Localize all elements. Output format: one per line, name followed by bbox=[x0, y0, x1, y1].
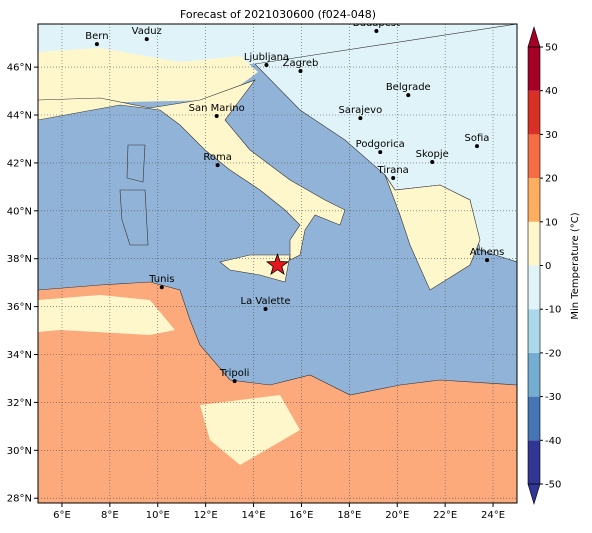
colorbar-bin bbox=[528, 309, 540, 353]
colorbar-bin bbox=[528, 134, 540, 179]
colorbar-extend-bottom bbox=[527, 483, 541, 506]
y-tick-label: 34°N bbox=[7, 350, 32, 361]
city-label: Tirana bbox=[377, 165, 409, 176]
colorbar: -50 -40 -30 -20 -10 0 10 20 30 40 50 bbox=[527, 25, 561, 506]
colorbar-extend-top bbox=[527, 25, 541, 48]
city-dot bbox=[263, 307, 268, 312]
city-label: Bern bbox=[85, 31, 108, 42]
colorbar-tick-label: 30 bbox=[545, 130, 558, 141]
tunisia-band bbox=[38, 295, 175, 335]
colorbar-label: Min Temperature (°C) bbox=[570, 212, 581, 319]
colorbar-bin bbox=[528, 90, 540, 135]
sardinia bbox=[119, 189, 149, 246]
city-dot bbox=[264, 62, 269, 67]
colorbar-tick-label: -40 bbox=[545, 436, 561, 447]
libya-patch bbox=[200, 395, 300, 465]
x-tick-label: 18°E bbox=[337, 510, 361, 521]
colorbar-bin bbox=[528, 178, 540, 222]
colorbar-tick-label: 20 bbox=[545, 174, 558, 185]
city-label: Sarajevo bbox=[339, 105, 383, 116]
x-tick-label: 8°E bbox=[101, 510, 119, 521]
y-tick-label: 30°N bbox=[7, 446, 32, 457]
city-label: La Valette bbox=[241, 296, 291, 307]
map-title: Forecast of 2021030600 (f024-048) bbox=[180, 8, 376, 21]
city-label: Athens bbox=[470, 247, 505, 258]
city-dot bbox=[94, 42, 99, 47]
x-tick-label: 6°E bbox=[53, 510, 71, 521]
y-tick-label: 40°N bbox=[7, 206, 32, 217]
axis-ticks: 6°E 8°E 10°E 12°E 14°E 16°E 18°E 20°E 22°E 24°E 28… bbox=[7, 63, 505, 521]
city-label: Belgrade bbox=[386, 82, 431, 93]
colorbar-bin bbox=[528, 221, 540, 266]
y-tick-label: 28°N bbox=[7, 494, 32, 505]
city-dot bbox=[215, 163, 220, 168]
city-label: Skopje bbox=[416, 149, 449, 160]
city-dot bbox=[144, 37, 149, 42]
colorbar-tick-label: 10 bbox=[545, 217, 558, 228]
x-tick-label: 20°E bbox=[385, 510, 409, 521]
x-tick-label: 12°E bbox=[194, 510, 218, 521]
city-dot bbox=[378, 150, 383, 155]
x-tick-label: 22°E bbox=[433, 510, 457, 521]
y-tick-label: 46°N bbox=[7, 63, 32, 74]
city-label: San Marino bbox=[189, 103, 245, 114]
colorbar-tick-label: -30 bbox=[545, 392, 561, 403]
city-label: Roma bbox=[203, 152, 232, 163]
colorbar-bin bbox=[528, 352, 540, 397]
alps-band bbox=[38, 48, 258, 104]
graticule bbox=[38, 24, 517, 503]
city-label: Ljubljana bbox=[244, 52, 289, 63]
city-dot bbox=[475, 144, 480, 149]
city-label: Tunis bbox=[148, 274, 174, 285]
city-dot bbox=[298, 68, 303, 73]
y-tick-label: 36°N bbox=[7, 302, 32, 313]
city-dot bbox=[430, 159, 435, 164]
colorbar-bin bbox=[528, 396, 540, 441]
city-dot bbox=[214, 113, 219, 118]
city-label: Budapest bbox=[353, 18, 400, 29]
colorbar-bin bbox=[528, 265, 540, 310]
colorbar-tick-label: -20 bbox=[545, 348, 561, 359]
colorbar-tick-label: 40 bbox=[545, 86, 558, 97]
colorbar-tick-label: 0 bbox=[545, 261, 551, 272]
corsica bbox=[126, 144, 146, 183]
y-tick-label: 42°N bbox=[7, 158, 32, 169]
city-dot bbox=[159, 285, 164, 290]
city-label: Vaduz bbox=[132, 26, 162, 37]
colorbar-bin bbox=[528, 47, 540, 91]
city-label: Podgorica bbox=[356, 139, 405, 150]
colorbar-tick-label: -10 bbox=[545, 305, 561, 316]
city-label: Zagreb bbox=[283, 58, 319, 69]
city-label: Tripoli bbox=[219, 368, 250, 379]
y-tick-label: 32°N bbox=[7, 398, 32, 409]
city-dot bbox=[358, 116, 363, 121]
city-dot bbox=[391, 175, 396, 180]
star-marker bbox=[265, 253, 290, 276]
y-tick-label: 38°N bbox=[7, 254, 32, 265]
city-dot bbox=[374, 28, 379, 33]
x-tick-label: 16°E bbox=[289, 510, 313, 521]
greece bbox=[384, 174, 481, 291]
colorbar-tick-label: -50 bbox=[545, 480, 561, 491]
colorbar-tick-label: 50 bbox=[545, 43, 558, 54]
city-dot bbox=[406, 93, 411, 98]
city-label: Sofia bbox=[465, 133, 490, 144]
map-frame bbox=[37, 23, 518, 504]
y-tick-label: 44°N bbox=[7, 111, 32, 122]
x-tick-label: 10°E bbox=[146, 510, 170, 521]
x-tick-label: 24°E bbox=[481, 510, 505, 521]
colorbar-bin bbox=[528, 440, 540, 484]
city-dot bbox=[485, 258, 490, 263]
x-tick-label: 14°E bbox=[242, 510, 266, 521]
city-dot bbox=[232, 379, 237, 384]
italy bbox=[38, 79, 346, 261]
